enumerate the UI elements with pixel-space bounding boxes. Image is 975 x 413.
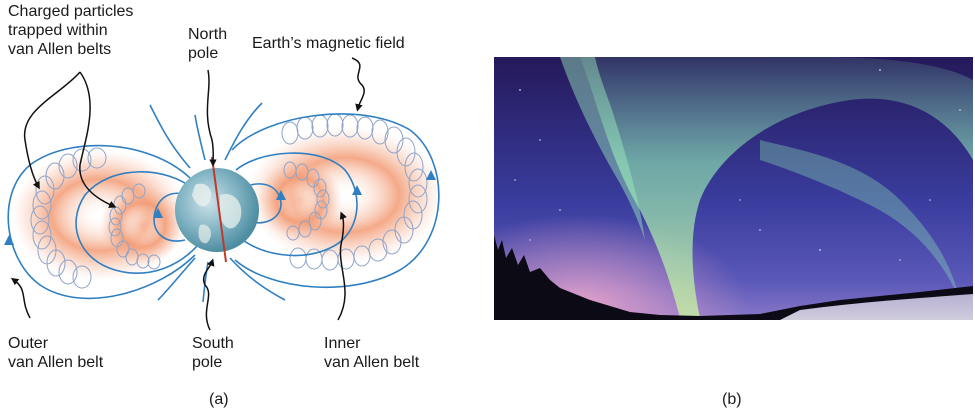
earth-globe: [175, 168, 259, 252]
label-inner-belt: Inner van Allen belt: [324, 335, 420, 371]
spiral-inner-left: [108, 183, 161, 270]
pointer-north-pole: [206, 69, 217, 167]
spiral-outer-left: [30, 147, 107, 289]
caption-a: (a): [209, 391, 229, 408]
pointer-magnetic-field: [351, 57, 365, 112]
field-arrow-mid-right: [352, 185, 362, 195]
star-field: [514, 69, 961, 261]
label-magnetic-field: Earth’s magnetic field: [252, 35, 405, 52]
field-arrow-inner-right: [276, 190, 286, 200]
aurora-band-main: [580, 57, 973, 318]
field-line-bot-3: [229, 257, 286, 301]
spiral-outer-right: [281, 113, 428, 271]
pointer-south-pole: [202, 258, 215, 331]
snow-field: [780, 294, 973, 320]
field-line-outer-left: [7, 144, 196, 300]
particle-spirals: [30, 113, 428, 289]
pointer-arrows: [10, 57, 365, 331]
aurora-photo: [494, 57, 973, 320]
rotation-axis: [211, 156, 227, 263]
aurora-band-left: [560, 57, 645, 240]
spiral-inner-right: [283, 161, 330, 241]
field-line-top-1: [149, 104, 191, 169]
tree-line: [494, 235, 973, 320]
field-line-mid-left: [75, 171, 199, 274]
label-south-pole: South pole: [192, 335, 234, 371]
caption-b: (b): [722, 391, 742, 408]
field-line-mid-right: [235, 152, 358, 257]
field-arrow-inner-left: [153, 208, 163, 218]
pointer-particles-2: [79, 71, 117, 208]
label-charged-particles: Charged particles trapped within van All…: [8, 3, 134, 58]
field-line-outer-right: [231, 113, 440, 289]
field-arrows: [4, 170, 436, 245]
magnetic-field-lines: [7, 102, 440, 303]
field-arrow-left: [4, 235, 14, 245]
pointer-particles-1: [23, 71, 81, 190]
field-line-bot-1: [157, 257, 196, 301]
pointer-inner-belt: [337, 211, 347, 321]
field-arrow-right: [426, 170, 436, 180]
aurora-band-right: [760, 140, 960, 300]
label-north-pole: North pole: [188, 26, 228, 62]
label-outer-belt: Outer van Allen belt: [8, 335, 104, 371]
pointer-outer-belt: [10, 277, 31, 319]
field-line-top-2: [194, 114, 206, 161]
field-line-top-3: [224, 102, 263, 161]
